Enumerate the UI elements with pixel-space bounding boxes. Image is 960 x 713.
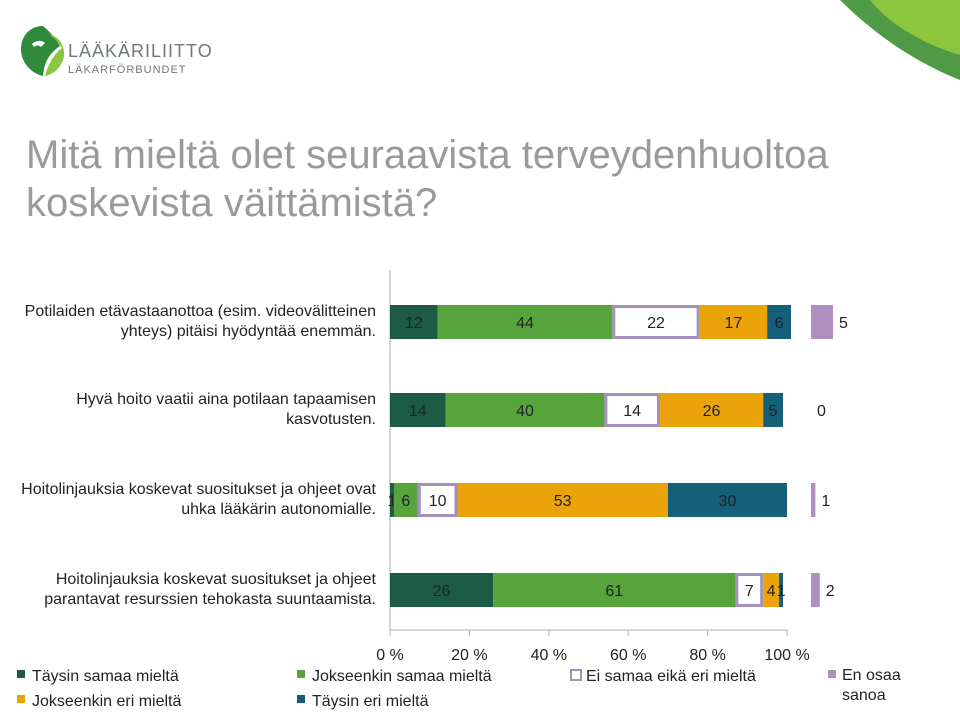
x-tick-label: 80 % [689,647,725,664]
x-tick-label: 40 % [531,647,567,664]
data-label: 26 [433,583,451,600]
legend-label: Jokseenkin eri mieltä [32,693,182,710]
data-label: 53 [554,493,572,510]
bar-segment [457,483,668,517]
x-tick-label: 20 % [451,647,487,664]
bar-segment [763,573,780,607]
data-label: 7 [745,583,754,600]
bar-segment [659,393,764,427]
logo-emblem-icon [21,26,65,76]
data-label: 5 [769,403,778,420]
legend-swatch [297,695,305,703]
legend-label: Täysin samaa mieltä [32,668,179,685]
category-label: Hyvä hoito vaatii aina potilaan tapaamis… [76,391,376,428]
x-tick-label: 0 % [376,647,404,664]
data-label: 10 [429,493,447,510]
legend-label: En osaa sanoa [842,667,901,704]
bar-segment [390,483,394,517]
category-label: Hoitolinjauksia koskevat suositukset ja … [21,481,376,518]
bar-segment [779,573,784,607]
data-label: 14 [623,403,641,420]
legend-label: Jokseenkin samaa mieltä [312,668,492,685]
data-label: 0 [817,403,826,420]
data-label: 5 [839,315,848,332]
data-label: 2 [826,583,835,600]
logo [18,24,218,84]
bar-segment [667,483,787,517]
logo-name: LÄÄKÄRILIITTO [68,41,213,61]
bar-segment [390,305,438,339]
bar-segment-en-osaa [811,483,816,517]
data-label: 1 [388,493,397,510]
bar-segment [604,393,660,427]
data-label: 44 [516,315,534,332]
data-label: 61 [605,583,623,600]
legend-label: Ei samaa eikä eri mieltä [586,668,756,685]
legend-swatch [570,669,582,681]
x-tick-label: 100 % [764,647,809,664]
category-label: Potilaiden etävastaanottoa (esim. videov… [25,303,376,340]
data-label: 40 [516,403,534,420]
legend-swatch [828,670,836,678]
bar-segment [445,393,605,427]
x-tick-label: 60 % [610,647,646,664]
bar-segment [390,573,494,607]
legend-swatch [297,670,305,678]
stacked-bar-chart: Potilaiden etävastaanottoa (esim. videov… [17,270,901,710]
data-label: 17 [725,315,743,332]
bar-segment [437,305,613,339]
bar-segment [699,305,768,339]
data-label: 1 [777,583,786,600]
data-label: 30 [719,493,737,510]
logo-subname: LÄKARFÖRBUNDET [68,64,187,76]
bar-segment [390,393,446,427]
bar-segment-en-osaa [811,305,833,339]
bar-segment [612,305,700,339]
bar-segment [763,393,784,427]
bar-segment [393,483,418,517]
data-label: 12 [405,315,423,332]
bar-segment [493,573,736,607]
data-label: 22 [647,315,665,332]
bar-segment-en-osaa [811,573,820,607]
bar-segment [735,573,764,607]
category-label: Hoitolinjauksia koskevat suositukset ja … [44,571,376,608]
data-label: 14 [409,403,427,420]
bar-segment [417,483,458,517]
legend-swatch [17,695,25,703]
bar-segment [767,305,791,339]
legend-label: Täysin eri mieltä [312,693,429,710]
corner-decoration [840,0,960,80]
data-label: 26 [703,403,721,420]
data-label: 6 [401,493,410,510]
legend-swatch [17,670,25,678]
data-label: 4 [767,583,776,600]
page-title: Mitä mieltä olet seuraavista terveydenhu… [26,133,829,225]
data-label: 6 [775,315,784,332]
data-label: 1 [821,493,830,510]
